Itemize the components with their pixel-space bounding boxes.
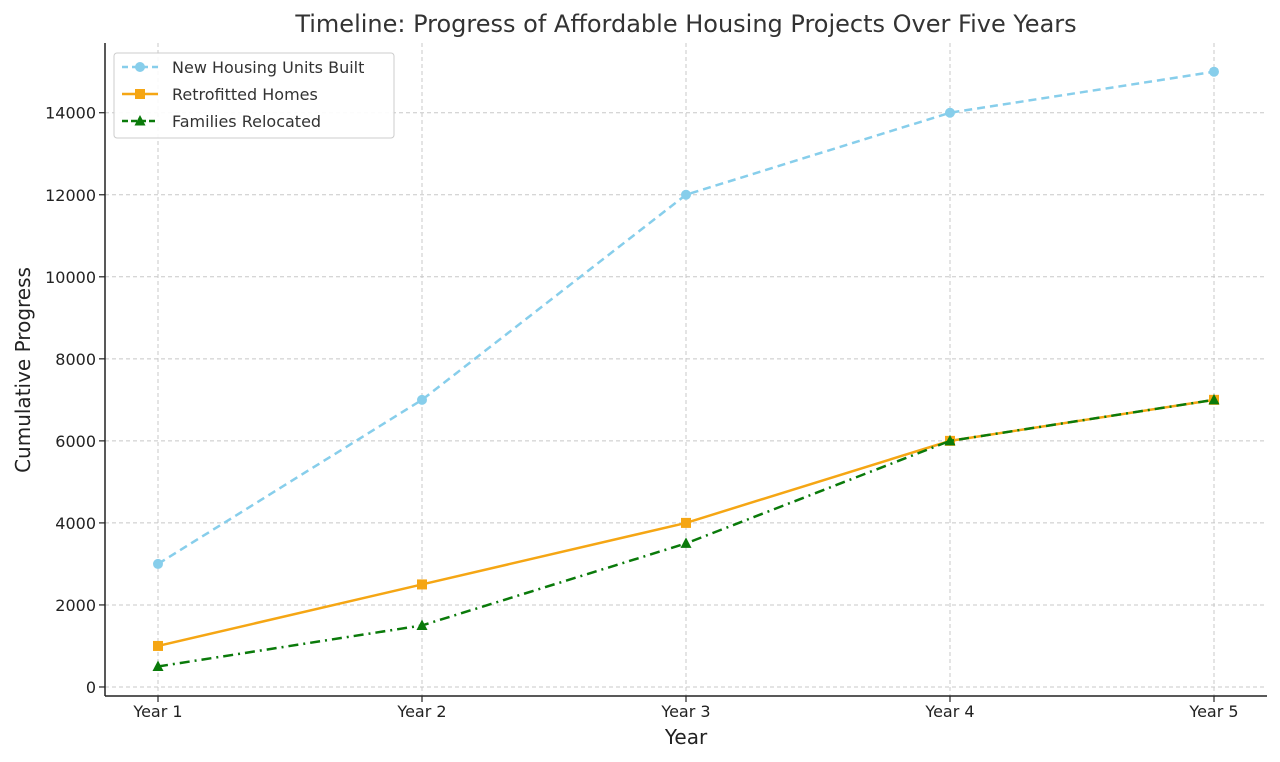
- y-axis-label: Cumulative Progress: [11, 267, 35, 473]
- legend-item: Families Relocated: [122, 112, 321, 131]
- legend-marker: [135, 89, 145, 99]
- legend-marker: [135, 62, 145, 72]
- x-tick-label: Year 4: [924, 702, 974, 721]
- data-point: [680, 537, 692, 548]
- x-tick-label: Year 3: [660, 702, 710, 721]
- legend-box: [113, 52, 395, 139]
- x-tick-label: Year 2: [396, 702, 446, 721]
- chart-title: Timeline: Progress of Affordable Housing…: [294, 10, 1076, 38]
- y-tick-label: 2000: [55, 596, 96, 615]
- y-tick-label: 12000: [45, 186, 96, 205]
- y-tick-label: 0: [86, 678, 96, 697]
- data-point: [1208, 393, 1220, 405]
- y-tick-label: 8000: [55, 350, 96, 369]
- legend-item: New Housing Units Built: [122, 58, 364, 77]
- data-point: [417, 394, 427, 405]
- series-0: [153, 66, 1219, 569]
- y-tick-label: 6000: [55, 432, 96, 451]
- legend-label: Retrofitted Homes: [172, 85, 318, 104]
- data-point: [153, 558, 163, 569]
- legend: New Housing Units Built Retrofitted Homes…: [113, 52, 395, 139]
- data-point: [1209, 66, 1219, 77]
- data-point: [152, 660, 164, 671]
- series-layer: [152, 66, 1220, 671]
- legend-label: New Housing Units Built: [172, 58, 364, 77]
- data-point: [681, 189, 691, 200]
- y-tick-label: 10000: [45, 268, 96, 287]
- legend-marker: [134, 115, 146, 126]
- x-axis-label: Year: [664, 725, 708, 749]
- legend-label: Families Relocated: [172, 112, 321, 131]
- legend-item: Retrofitted Homes: [122, 85, 318, 104]
- series-2: [152, 393, 1220, 671]
- x-tick-label: Year 5: [1188, 702, 1238, 721]
- data-point: [417, 579, 427, 590]
- data-point: [681, 517, 691, 528]
- y-ticks: 0 2000 4000 6000 8000 10000 12000 14000: [45, 104, 105, 697]
- data-point: [944, 434, 956, 446]
- data-point: [416, 619, 428, 630]
- x-tick-label: Year 1: [132, 702, 182, 721]
- data-point: [945, 107, 955, 118]
- y-tick-label: 4000: [55, 514, 96, 533]
- data-point: [153, 640, 163, 651]
- y-tick-label: 14000: [45, 104, 96, 123]
- grid: [105, 43, 1267, 696]
- x-ticks: Year 1 Year 2 Year 3 Year 4 Year 5: [132, 696, 1239, 721]
